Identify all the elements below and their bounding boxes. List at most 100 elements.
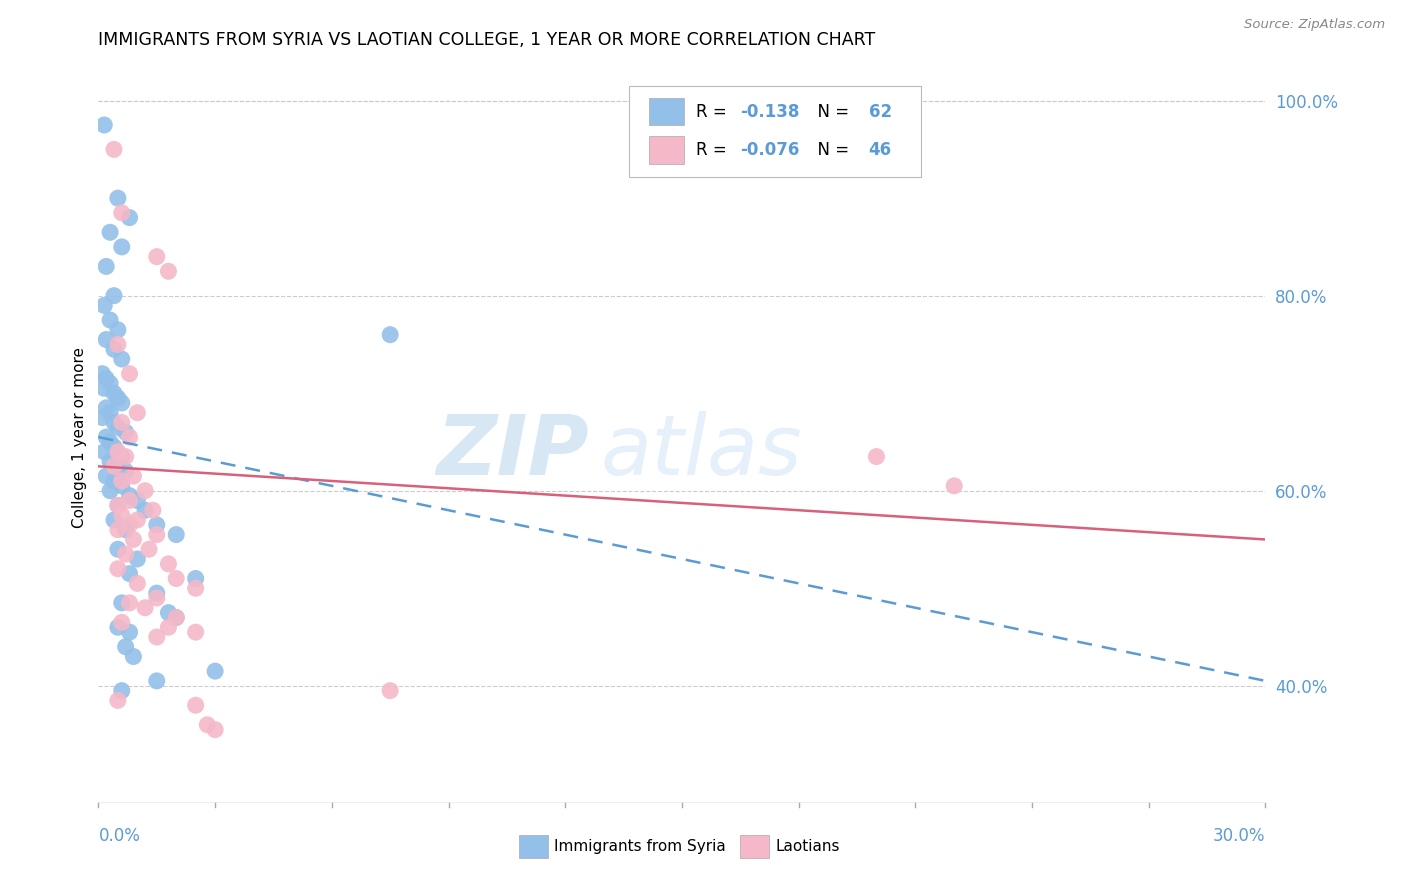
Text: atlas: atlas — [600, 411, 801, 492]
Point — [127, 576, 149, 591]
Point — [98, 313, 121, 327]
Point — [122, 533, 145, 547]
Point — [107, 323, 129, 337]
Bar — [741, 835, 769, 858]
Point — [107, 523, 129, 537]
FancyBboxPatch shape — [630, 86, 921, 178]
Text: N =: N = — [807, 141, 855, 159]
Point — [943, 479, 966, 493]
Point — [142, 503, 165, 517]
Point — [118, 489, 141, 503]
Point — [111, 450, 134, 464]
Point — [111, 240, 134, 254]
Text: 62: 62 — [869, 103, 891, 120]
Point — [127, 552, 149, 566]
Point — [118, 430, 141, 444]
Point — [127, 493, 149, 508]
Point — [96, 430, 118, 444]
Point — [111, 396, 134, 410]
Point — [96, 469, 118, 483]
Point — [98, 376, 121, 391]
Point — [103, 142, 125, 156]
Text: N =: N = — [807, 103, 855, 120]
Point — [114, 464, 136, 478]
Point — [91, 410, 114, 425]
Point — [114, 450, 136, 464]
Point — [118, 566, 141, 581]
Point — [165, 527, 187, 541]
Point — [107, 337, 129, 351]
Point — [96, 333, 118, 347]
Point — [114, 547, 136, 561]
Point — [107, 562, 129, 576]
Point — [146, 673, 169, 688]
Point — [184, 625, 207, 640]
Point — [118, 493, 141, 508]
Point — [103, 416, 125, 430]
Point — [118, 211, 141, 225]
Point — [96, 401, 118, 415]
Point — [146, 250, 169, 264]
Point — [122, 469, 145, 483]
Point — [146, 586, 169, 600]
Point — [107, 420, 129, 434]
Point — [114, 640, 136, 654]
Point — [204, 664, 226, 678]
Point — [134, 503, 156, 517]
Point — [380, 683, 402, 698]
Point — [107, 620, 129, 634]
Text: Immigrants from Syria: Immigrants from Syria — [554, 839, 725, 855]
Point — [111, 508, 134, 522]
Text: 30.0%: 30.0% — [1213, 827, 1265, 846]
Point — [865, 450, 887, 464]
Point — [107, 444, 129, 458]
Point — [118, 596, 141, 610]
Point — [195, 718, 218, 732]
Point — [98, 406, 121, 420]
Point — [103, 288, 125, 302]
Point — [157, 264, 180, 278]
Text: Laotians: Laotians — [775, 839, 839, 855]
Point — [93, 298, 115, 312]
Point — [111, 416, 134, 430]
Point — [111, 615, 134, 630]
Point — [157, 620, 180, 634]
Point — [103, 343, 125, 357]
Point — [93, 381, 115, 395]
Point — [107, 191, 129, 205]
Text: IMMIGRANTS FROM SYRIA VS LAOTIAN COLLEGE, 1 YEAR OR MORE CORRELATION CHART: IMMIGRANTS FROM SYRIA VS LAOTIAN COLLEGE… — [98, 31, 876, 49]
Point — [127, 513, 149, 527]
Point — [134, 600, 156, 615]
Point — [107, 459, 129, 474]
Point — [98, 225, 121, 239]
Point — [93, 444, 115, 458]
Point — [122, 649, 145, 664]
Point — [103, 513, 125, 527]
Text: 46: 46 — [869, 141, 891, 159]
Text: 0.0%: 0.0% — [98, 827, 141, 846]
Point — [111, 474, 134, 488]
Bar — [650, 98, 685, 126]
Point — [111, 352, 134, 367]
Point — [107, 542, 129, 557]
Point — [184, 698, 207, 713]
Point — [98, 434, 121, 449]
Point — [107, 693, 129, 707]
Point — [111, 683, 134, 698]
Point — [146, 591, 169, 605]
Point — [146, 630, 169, 644]
Point — [118, 517, 141, 532]
Bar — [650, 136, 685, 163]
Y-axis label: College, 1 year or more: College, 1 year or more — [72, 347, 87, 527]
Point — [103, 474, 125, 488]
Point — [146, 517, 169, 532]
Text: R =: R = — [696, 103, 733, 120]
Point — [103, 440, 125, 454]
Point — [184, 581, 207, 595]
Point — [114, 425, 136, 440]
Bar — [519, 835, 548, 858]
Point — [107, 499, 129, 513]
Point — [111, 596, 134, 610]
Point — [107, 499, 129, 513]
Point — [165, 610, 187, 624]
